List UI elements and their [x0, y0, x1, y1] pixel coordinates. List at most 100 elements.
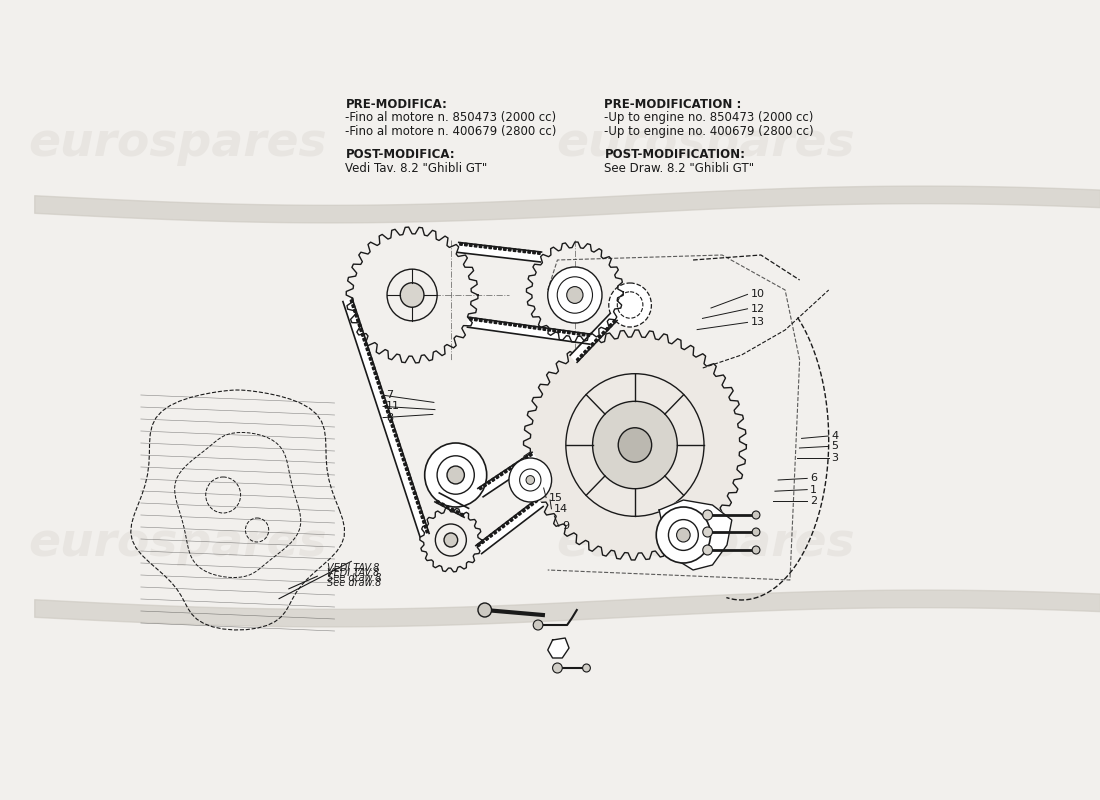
Polygon shape	[497, 527, 500, 531]
Polygon shape	[528, 250, 530, 254]
Polygon shape	[377, 381, 379, 384]
Circle shape	[534, 620, 543, 630]
Text: PRE-MODIFICA:: PRE-MODIFICA:	[345, 98, 448, 110]
Polygon shape	[502, 525, 505, 528]
Polygon shape	[352, 305, 355, 307]
Polygon shape	[383, 400, 386, 403]
Polygon shape	[516, 462, 520, 465]
Polygon shape	[407, 472, 410, 475]
Circle shape	[478, 603, 492, 617]
Circle shape	[618, 428, 651, 462]
Polygon shape	[361, 333, 364, 336]
Polygon shape	[488, 246, 492, 249]
Polygon shape	[487, 481, 491, 484]
Polygon shape	[543, 328, 546, 330]
Circle shape	[583, 664, 591, 672]
Polygon shape	[372, 366, 375, 370]
Polygon shape	[506, 522, 509, 525]
Polygon shape	[484, 319, 487, 322]
Polygon shape	[494, 246, 496, 250]
Text: 14: 14	[554, 504, 569, 514]
Text: 11: 11	[386, 402, 400, 411]
Polygon shape	[598, 335, 602, 338]
Polygon shape	[474, 244, 477, 247]
Polygon shape	[530, 502, 533, 506]
Circle shape	[608, 283, 651, 327]
Polygon shape	[490, 534, 493, 538]
Text: See Draw. 8.2 "Ghibli GT": See Draw. 8.2 "Ghibli GT"	[604, 162, 755, 174]
Polygon shape	[498, 247, 502, 250]
Polygon shape	[525, 456, 528, 459]
Polygon shape	[411, 486, 415, 490]
Text: 5: 5	[832, 442, 838, 451]
Circle shape	[552, 663, 562, 673]
Polygon shape	[504, 248, 506, 250]
Polygon shape	[477, 543, 481, 546]
Polygon shape	[494, 321, 497, 324]
Polygon shape	[504, 470, 507, 473]
Polygon shape	[534, 326, 536, 329]
Polygon shape	[422, 520, 426, 523]
Text: 2: 2	[810, 496, 817, 506]
Polygon shape	[382, 395, 385, 398]
Circle shape	[703, 527, 713, 537]
Text: eurospares: eurospares	[29, 522, 328, 566]
Polygon shape	[424, 525, 427, 528]
Polygon shape	[476, 498, 543, 554]
Polygon shape	[514, 249, 516, 251]
Text: -Fino al motore n. 400679 (2800 cc): -Fino al motore n. 400679 (2800 cc)	[345, 125, 557, 138]
Polygon shape	[490, 320, 492, 323]
Polygon shape	[580, 354, 583, 358]
Polygon shape	[548, 638, 569, 658]
Text: 13: 13	[750, 318, 764, 327]
Polygon shape	[481, 540, 484, 544]
Polygon shape	[548, 328, 551, 331]
Polygon shape	[412, 491, 416, 494]
Polygon shape	[474, 318, 477, 321]
Polygon shape	[483, 483, 486, 487]
Polygon shape	[659, 500, 732, 570]
Polygon shape	[470, 244, 472, 246]
Text: 3: 3	[832, 453, 838, 462]
Polygon shape	[343, 298, 429, 537]
Polygon shape	[529, 453, 532, 457]
Polygon shape	[518, 250, 520, 252]
Polygon shape	[613, 320, 616, 323]
Polygon shape	[455, 510, 459, 514]
Polygon shape	[528, 326, 531, 328]
Polygon shape	[378, 386, 382, 389]
Polygon shape	[470, 318, 472, 320]
Polygon shape	[408, 477, 411, 480]
Text: -Up to engine no. 850473 (2000 cc): -Up to engine no. 850473 (2000 cc)	[604, 111, 814, 124]
Circle shape	[703, 510, 713, 520]
Polygon shape	[404, 462, 407, 466]
Polygon shape	[426, 530, 429, 533]
Polygon shape	[468, 318, 591, 344]
Polygon shape	[568, 331, 570, 334]
Polygon shape	[587, 346, 591, 350]
Polygon shape	[522, 509, 526, 512]
Polygon shape	[355, 314, 358, 317]
Polygon shape	[397, 443, 400, 446]
Text: eurospares: eurospares	[557, 122, 855, 166]
Circle shape	[593, 402, 678, 489]
Text: 9: 9	[562, 522, 569, 531]
Circle shape	[752, 528, 760, 536]
Polygon shape	[518, 512, 521, 515]
Polygon shape	[403, 458, 405, 461]
Circle shape	[400, 282, 424, 307]
Polygon shape	[451, 508, 454, 511]
Polygon shape	[538, 252, 540, 254]
Text: -Fino al motore n. 850473 (2000 cc): -Fino al motore n. 850473 (2000 cc)	[345, 111, 557, 124]
Polygon shape	[364, 342, 367, 346]
Polygon shape	[388, 414, 390, 418]
Polygon shape	[524, 330, 747, 560]
Polygon shape	[367, 352, 371, 355]
Polygon shape	[594, 338, 598, 342]
Polygon shape	[480, 318, 482, 322]
Text: See draw.8: See draw.8	[328, 574, 382, 583]
Polygon shape	[605, 327, 608, 331]
Text: VEDI TAV.8: VEDI TAV.8	[328, 568, 380, 578]
Polygon shape	[576, 358, 580, 362]
Polygon shape	[375, 376, 378, 379]
